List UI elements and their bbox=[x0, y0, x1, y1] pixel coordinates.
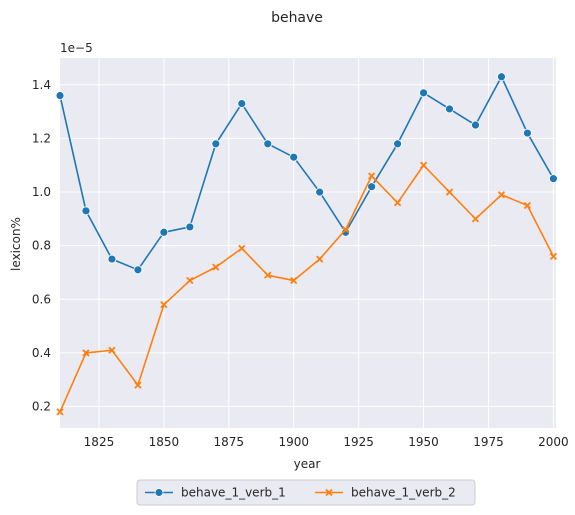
data-point bbox=[134, 381, 142, 389]
x-tick-label: 1925 bbox=[343, 435, 374, 449]
x-tick-label: 2000 bbox=[538, 435, 569, 449]
y-tick-label: 0.8 bbox=[32, 239, 51, 253]
data-point bbox=[523, 128, 532, 138]
data-point bbox=[393, 139, 402, 149]
data-point bbox=[133, 265, 143, 275]
data-point bbox=[211, 139, 221, 149]
data-point bbox=[316, 255, 324, 263]
grid-lines bbox=[60, 58, 556, 428]
y-tick-label: 1.4 bbox=[32, 78, 51, 92]
x-axis-label: year bbox=[294, 457, 321, 471]
data-point bbox=[263, 139, 273, 149]
data-point bbox=[290, 276, 298, 285]
legend-entry-1: behave_1_verb_1 bbox=[145, 486, 286, 500]
data-point bbox=[315, 187, 325, 197]
chart-title: behave bbox=[271, 10, 323, 26]
data-point bbox=[497, 191, 506, 199]
data-point bbox=[523, 201, 532, 210]
y-axis-label: lexicon% bbox=[9, 217, 23, 271]
series-line bbox=[59, 164, 555, 413]
x-tick-label: 1975 bbox=[473, 435, 504, 449]
y-tick-label: 1.0 bbox=[32, 185, 51, 199]
data-point bbox=[185, 222, 195, 232]
data-point bbox=[445, 188, 454, 196]
series-layer bbox=[55, 72, 558, 416]
legend-label: behave_1_verb_2 bbox=[351, 486, 456, 500]
data-point bbox=[186, 276, 194, 285]
y-offset-label: 1e−5 bbox=[60, 41, 93, 55]
data-point bbox=[342, 225, 350, 234]
data-point bbox=[549, 252, 558, 261]
data-point bbox=[160, 301, 168, 309]
legend-entry-2: behave_1_verb_2 bbox=[315, 486, 456, 500]
data-point bbox=[81, 206, 91, 216]
data-point bbox=[82, 349, 90, 357]
data-point bbox=[549, 174, 558, 184]
data-point bbox=[107, 254, 117, 264]
plot-area bbox=[60, 58, 556, 428]
data-point bbox=[212, 263, 220, 271]
data-point bbox=[497, 72, 506, 82]
data-point bbox=[393, 199, 402, 207]
data-point bbox=[108, 346, 116, 354]
data-point bbox=[471, 215, 480, 223]
series-2 bbox=[56, 161, 558, 416]
legend: behave_1_verb_1 behave_1_verb_2 bbox=[136, 479, 476, 506]
x-tick-label: 1950 bbox=[408, 435, 439, 449]
x-tick-label: 1875 bbox=[214, 435, 245, 449]
data-point bbox=[289, 152, 299, 162]
data-point bbox=[471, 120, 480, 130]
x-tick-label: 1825 bbox=[84, 435, 115, 449]
series-line bbox=[59, 75, 555, 271]
data-point bbox=[56, 408, 64, 416]
legend-box bbox=[136, 479, 476, 506]
data-point bbox=[419, 88, 428, 98]
data-point bbox=[445, 104, 454, 114]
data-point bbox=[237, 99, 247, 108]
legend-label: behave_1_verb_1 bbox=[181, 486, 286, 500]
y-tick-label: 0.4 bbox=[32, 346, 51, 360]
legend-marker bbox=[325, 488, 333, 497]
y-tick-label: 1.2 bbox=[32, 131, 51, 145]
x-tick-label: 1900 bbox=[278, 435, 309, 449]
data-point bbox=[367, 172, 376, 180]
data-point bbox=[55, 91, 65, 100]
x-tick-label: 1850 bbox=[149, 435, 180, 449]
data-point bbox=[419, 161, 428, 169]
data-point bbox=[367, 182, 377, 192]
x-axis-ticks: 1825 1850 1875 1900 1925 1950 1975 2000 bbox=[84, 435, 569, 449]
data-point bbox=[159, 227, 169, 237]
data-point bbox=[264, 271, 272, 279]
legend-marker bbox=[154, 488, 164, 497]
series-1 bbox=[55, 72, 558, 275]
y-axis-ticks: 0.2 0.4 0.6 0.8 1.0 1.2 1.4 bbox=[32, 78, 51, 414]
y-tick-label: 0.2 bbox=[32, 400, 51, 414]
y-tick-label: 0.6 bbox=[32, 292, 51, 306]
data-point bbox=[238, 244, 246, 252]
